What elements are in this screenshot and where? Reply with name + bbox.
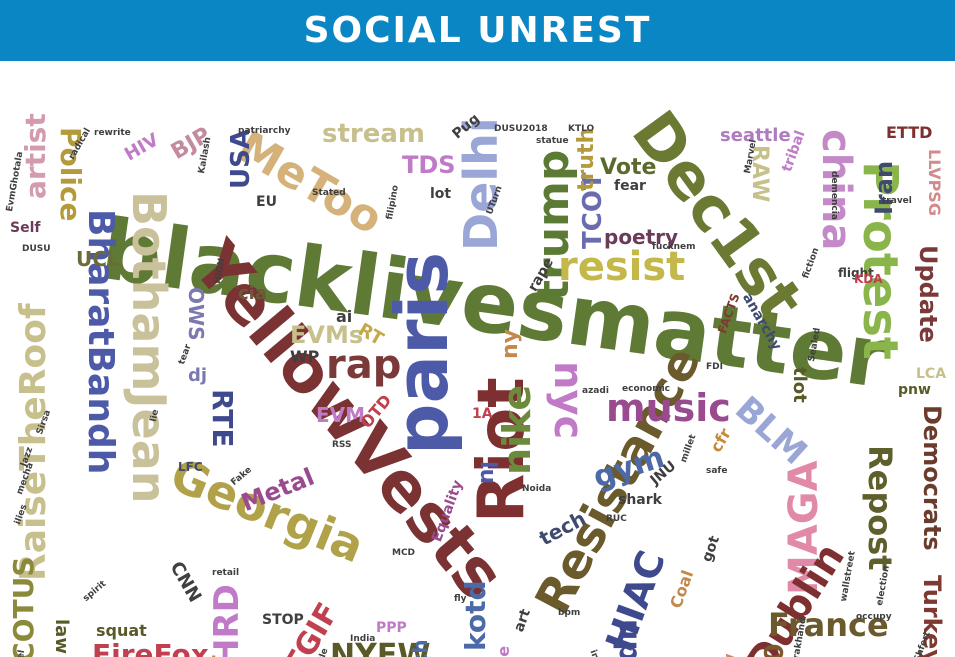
word-nyc: nyc xyxy=(545,361,591,440)
word-up: up xyxy=(612,619,647,657)
word-nyfw: NYFW xyxy=(330,638,431,657)
word-cnn: CNN xyxy=(165,558,206,607)
word-azadi: azadi xyxy=(582,386,609,396)
word-bpm: bpm xyxy=(558,608,581,618)
word-economic: economic xyxy=(622,384,671,394)
word-art: art xyxy=(511,607,534,635)
word-rap: rap xyxy=(326,342,402,388)
word-stop: STOP xyxy=(262,612,304,628)
word-artist: artist xyxy=(19,113,52,199)
word-fear: fear xyxy=(614,178,646,194)
word-scotus: SCOTUS xyxy=(7,556,40,657)
word-evm: EVM xyxy=(316,403,366,427)
word-millet: millet xyxy=(679,433,699,465)
word-got: got xyxy=(699,533,724,565)
word-patriarchy: patriarchy xyxy=(238,126,291,136)
word-stream: stream xyxy=(322,119,425,149)
word-seattle: seattle xyxy=(720,125,791,146)
word-pnw: pnw xyxy=(898,382,931,398)
word-law: law xyxy=(51,619,72,654)
word-raisetheroof: RaiseTheRoof xyxy=(13,303,54,581)
word-poetry: poetry xyxy=(604,225,679,249)
word-retail: retail xyxy=(212,568,240,578)
word-fdi: FDI xyxy=(706,362,723,372)
word-ucl: UCL xyxy=(76,247,120,271)
word-g20: G20 xyxy=(760,643,790,657)
word-india: India xyxy=(350,634,376,644)
word-ppp: PPP xyxy=(376,620,407,636)
word-hrd: HRD xyxy=(207,584,247,657)
word-llvpsg: LLVPSG xyxy=(925,149,944,216)
word-tlot: tlot xyxy=(789,367,810,403)
word-occupy: occupy xyxy=(856,612,892,622)
word-firefox: FireFox xyxy=(92,638,209,657)
word-wp: WP xyxy=(290,347,320,366)
word-bothamjean: BothamJean xyxy=(122,191,176,504)
word-ettd: ETTD xyxy=(886,123,933,142)
word-france: France xyxy=(768,606,889,644)
word-rte: RTE xyxy=(206,389,239,448)
word-ows: OWS xyxy=(184,287,208,341)
word-flight: flight xyxy=(838,266,874,280)
word-music: music xyxy=(606,386,731,430)
word-coal: Coal xyxy=(666,567,698,611)
word-kotd: kotd xyxy=(459,580,492,651)
word-nike: nike xyxy=(495,384,539,475)
word-dusu2018: DUSU2018 xyxy=(494,124,548,134)
word-ny: ny xyxy=(498,328,523,359)
word-usa: USA xyxy=(226,129,256,189)
word-statue: statue xyxy=(536,136,569,146)
word-squat: squat xyxy=(96,621,147,640)
word-rewrite: rewrite xyxy=(94,128,131,138)
word-evms: EVMs xyxy=(290,321,364,349)
word-lot: lot xyxy=(430,186,452,202)
word-tds: TDS xyxy=(402,151,456,179)
word-ktlo: KTLO xyxy=(568,124,595,134)
word-demencia: demencia xyxy=(829,171,839,220)
word-1a: 1A xyxy=(472,406,493,422)
word-fly: fly xyxy=(454,594,467,604)
word-repost: Repost xyxy=(861,445,899,571)
word-update: Update xyxy=(914,245,942,343)
title-banner: SOCIAL UNREST xyxy=(0,0,955,61)
word-filipino: filipino xyxy=(385,184,401,221)
word-dusu: DUSU xyxy=(22,244,51,254)
word-lfc: LFC xyxy=(178,460,203,474)
word-tear: tear xyxy=(177,342,194,367)
word-noida: Noida xyxy=(522,484,552,494)
word-fiction: fiction xyxy=(801,246,822,281)
word-ruc: RUC xyxy=(606,514,627,524)
word-iran: Iran xyxy=(870,160,898,215)
word-cfr: cfr xyxy=(706,424,735,456)
word-cloud: blacklivesmatter YellowVests paris Dec1s… xyxy=(0,61,955,657)
word-vogue: vogue xyxy=(494,646,513,657)
word-lca: LCA xyxy=(916,366,947,382)
word-vote: Vote xyxy=(600,155,657,180)
word-kda: KDA xyxy=(854,272,883,286)
word-rss: RSS xyxy=(332,440,352,450)
word-resist: resist xyxy=(558,244,686,290)
word-truth: truth xyxy=(574,127,599,191)
word-fucknem: fucknem xyxy=(652,242,696,252)
word-safe: safe xyxy=(706,466,728,476)
word-travel: travel xyxy=(882,196,912,206)
word-ai: ai xyxy=(336,307,353,326)
word-eu: EU xyxy=(256,194,277,210)
word-self: Self xyxy=(10,220,41,236)
word-mcd: MCD xyxy=(392,548,416,558)
word-dj: dj xyxy=(188,365,208,386)
word-watch: watch xyxy=(408,639,432,657)
word-stated: Stated xyxy=(312,188,346,198)
word-cia: cia xyxy=(238,283,267,304)
word-lu: lu xyxy=(475,461,500,485)
word-election: election xyxy=(875,564,892,607)
word-shark: shark xyxy=(618,492,662,508)
word-democrats: Democrats xyxy=(918,405,946,551)
page-title: SOCIAL UNREST xyxy=(303,10,652,51)
word-nerd: nerd xyxy=(170,655,217,657)
word-rosary: rosary xyxy=(720,653,739,657)
word-spirit: spirit xyxy=(81,579,109,604)
